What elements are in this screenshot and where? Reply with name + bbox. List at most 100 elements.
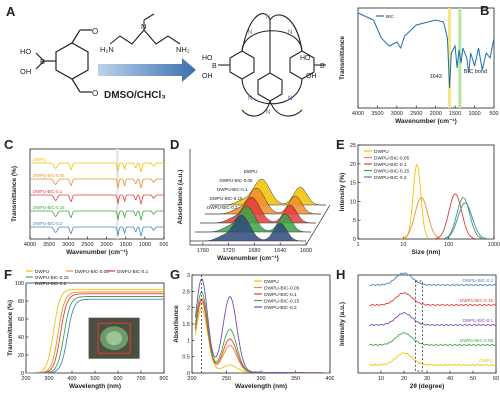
chart-f-y-tick-label: 80 xyxy=(18,299,24,305)
chart-d-series-label: DWPU-BIC-0.15 xyxy=(210,196,244,201)
chart-e-series-DWPU-BIC-0.15 xyxy=(442,197,485,240)
chart-h-y-axis-label: Intensity (a.u.) xyxy=(339,302,346,346)
chart-c-series-label: DWPU-BIC-0.2 xyxy=(33,221,63,226)
chart-g-x-tick-label: 250 xyxy=(222,376,231,382)
panel-label-c: C xyxy=(4,137,14,152)
product-b-right: B xyxy=(320,63,325,70)
amine-n: N xyxy=(141,22,146,31)
chart-f-series-DWPU-BIC-0.1 xyxy=(26,293,164,374)
chart-c: 4000 3500 3000 2500 2000 1500 1000 500 DWPU DWPU-… xyxy=(11,148,168,256)
chart-g-x-axis-label: Wavelength (nm) xyxy=(235,383,287,390)
reagent-tren xyxy=(109,13,181,45)
chart-f-y-tick-label: 60 xyxy=(18,317,24,323)
chart-d-series-label: DWPU-BIC-0.2 xyxy=(207,205,238,210)
chart-e-y-tick-label: 15 xyxy=(350,181,356,187)
chart-b-x-tick-label: 500 xyxy=(489,111,498,117)
svg-text:O: O xyxy=(92,27,98,36)
chart-d-x-tick-label: 1680 xyxy=(248,248,260,254)
panel-label-a: A xyxy=(6,4,16,19)
chart-h-x-tick-label: 50 xyxy=(470,376,476,382)
chart-h-series-label: DWPU-BIC-0.2 xyxy=(462,278,493,283)
panel-label-e: E xyxy=(336,137,345,152)
chart-b: 4000 3500 3000 2500 2000 1500 1000 500 BIC 1643 B-… xyxy=(339,7,499,125)
chart-h-series-DWPU-BIC-0.2 xyxy=(369,272,497,286)
chart-f-x-tick-label: 600 xyxy=(113,376,122,382)
chart-e-legend-entry: DWPU-BIC-0.15 xyxy=(374,169,410,175)
chart-g-legend-entry: DWPU-BIC-0.15 xyxy=(264,299,300,305)
chart-f-x-tick-label: 200 xyxy=(21,376,30,382)
chart-f-x-tick-label: 300 xyxy=(44,376,53,382)
chart-f-y-tick-label: 20 xyxy=(18,353,24,359)
chart-b-x-tick-label: 1000 xyxy=(468,111,480,117)
chart-f-y-tick-label: 40 xyxy=(18,335,24,341)
chart-e-legend-entry: DWPU-BIC-0.1 xyxy=(374,162,407,168)
chart-g-legend-entry: DWPU-BIC-0.1 xyxy=(264,292,297,298)
panel-a: A O O HO B OH H₂N N NH₂ DMSO/CHCl₃ xyxy=(0,0,330,130)
chart-e-legend-entry: DWPU-BIC-0.2 xyxy=(374,175,407,181)
chart-f-series-DWPU-BIC-0.15 xyxy=(26,296,164,374)
chart-f-series-DWPU-BIC-0.05 xyxy=(26,291,164,374)
chart-h: 10 20 30 40 50 60 DWPU-BIC-0.2 DWPU-BIC-0.15 DWP… xyxy=(339,272,499,390)
svg-text:N: N xyxy=(266,15,270,21)
chart-d-series-label: DWPU-BIC-0.1 xyxy=(217,187,248,192)
chart-e-y-tick-label: 0 xyxy=(353,237,356,243)
chart-b-x-tick-label: 3500 xyxy=(371,111,383,117)
panel-g: G 200 250 300 350 400 0 0.5 1 1.5 2 2.5 3 DWPU DWPU-B… xyxy=(166,265,334,401)
cage-n-atoms: N N N N N N xyxy=(248,15,292,116)
chart-f-legend-entry: DWPU-BIC-0.05 xyxy=(75,269,109,274)
chart-d-x-tick-label: 1720 xyxy=(223,248,235,254)
chart-c-x-tick-label: 2000 xyxy=(100,242,112,248)
chart-h-x-tick-label: 10 xyxy=(378,376,384,382)
chart-g: 200 250 300 350 40000.511.522.53DWPUDWPU-BIC… xyxy=(173,273,334,390)
chart-h-x-axis-label: 2θ (degree) xyxy=(410,383,445,390)
chart-b-annotation-bc-bond: B-C bond xyxy=(464,69,487,75)
chart-c-x-axis-label: Wavenumber (cm⁻¹) xyxy=(66,249,128,256)
chart-g-x-tick-label: 300 xyxy=(256,376,265,382)
reagent-b: B xyxy=(40,57,45,66)
product-ho-right: HO xyxy=(300,55,311,62)
chart-h-series-label: DWPU xyxy=(479,358,493,363)
chart-f-legend-entry: DWPU-BIC-0.2 xyxy=(35,281,67,286)
svg-text:N: N xyxy=(288,96,292,102)
chart-g-y-axis-label: Absorbance xyxy=(173,305,180,343)
chart-d-x-tick-label: 1760 xyxy=(197,248,209,254)
chart-f-x-tick-label: 800 xyxy=(159,376,168,382)
chart-c-x-tick-label: 3000 xyxy=(62,242,74,248)
svg-text:N: N xyxy=(248,96,252,102)
chart-e-y-tick-label: 5 xyxy=(353,218,356,224)
chart-g-legend-entry: DWPU-BIC-0.2 xyxy=(264,305,297,311)
chart-c-series-label: DWPU-BIC-0.1 xyxy=(33,189,63,194)
chart-d-series-label: DWPU xyxy=(244,169,258,174)
chart-f-x-axis-label: Wavelength (nm) xyxy=(69,383,121,390)
chart-f-y-tick-label: 100 xyxy=(15,281,24,287)
chart-h-dashed-box xyxy=(415,280,423,372)
chart-f-legend-entry: DWPU-BIC-0.1 xyxy=(117,269,149,274)
panel-label-h: H xyxy=(336,267,346,282)
chart-g-x-tick-label: 200 xyxy=(187,376,196,382)
chart-c-x-tick-label: 3500 xyxy=(43,242,55,248)
amine-h2n: H₂N xyxy=(100,45,114,54)
chart-c-x-tick-label: 2500 xyxy=(81,242,93,248)
chart-g-y-tick-label: 0.5 xyxy=(182,355,190,361)
chart-d-x-axis-label: Wavenumber (cm⁻¹) xyxy=(217,255,279,262)
chart-e-series-DWPU xyxy=(404,163,430,240)
chart-d-depth-axis xyxy=(305,204,331,246)
chart-g-x-tick-label: 400 xyxy=(325,376,334,382)
chart-e-x-axis-label: Size (nm) xyxy=(412,249,441,256)
chart-f-x-tick-label: 400 xyxy=(67,376,76,382)
chart-b-x-axis-label: Wavenumber (cm⁻¹) xyxy=(395,118,457,125)
chart-f-x-tick-label: 500 xyxy=(90,376,99,382)
chart-e-legend-entry: DWPU xyxy=(374,149,389,155)
chart-g-series-DWPU-BIC-0.05 xyxy=(194,301,330,374)
chart-f-legend-entry: DWPU xyxy=(35,269,49,274)
chart-c-series xyxy=(30,178,164,190)
reagent-oh: OH xyxy=(20,67,31,76)
chart-b-series-bic xyxy=(357,12,495,89)
chart-d-series-label: DWPU-BIC-0.05 xyxy=(220,178,254,183)
chart-e-series-DWPU-BIC-0.1 xyxy=(434,193,476,240)
chart-h-x-tick-label: 30 xyxy=(424,376,430,382)
chart-g-y-tick-label: 3 xyxy=(187,273,190,279)
product-oh-left: OH xyxy=(202,73,213,80)
chart-b-x-tick-label: 3000 xyxy=(391,111,403,117)
